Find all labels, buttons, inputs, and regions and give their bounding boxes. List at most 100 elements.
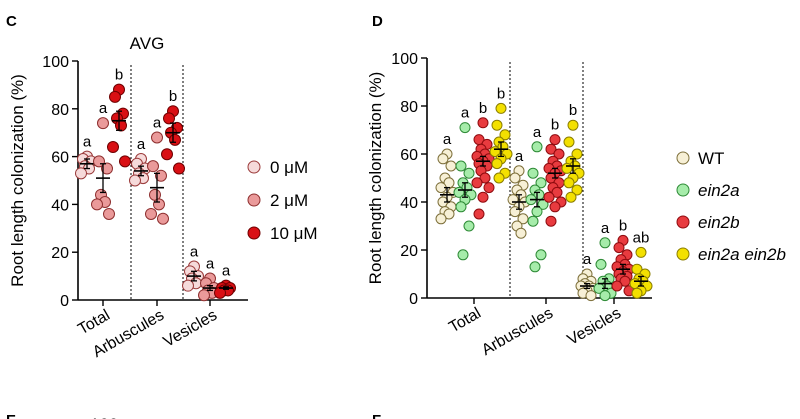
significance-letter: b bbox=[569, 102, 577, 119]
data-point bbox=[473, 208, 485, 220]
significance-letter: a bbox=[515, 148, 524, 165]
data-point bbox=[599, 290, 611, 302]
data-point bbox=[543, 191, 555, 203]
significance-letter: b bbox=[115, 67, 123, 84]
data-point bbox=[163, 112, 175, 125]
data-point bbox=[161, 148, 173, 161]
significance-letter: b bbox=[619, 217, 627, 234]
data-point bbox=[483, 182, 495, 194]
data-point bbox=[515, 227, 527, 239]
data-point bbox=[631, 287, 643, 299]
data-point bbox=[479, 172, 491, 184]
legend-marker-d bbox=[676, 151, 690, 165]
data-point bbox=[563, 177, 575, 189]
legend-marker-d bbox=[676, 215, 690, 229]
data-point bbox=[101, 162, 113, 175]
data-point bbox=[157, 212, 169, 225]
legend-marker-d bbox=[676, 247, 690, 261]
data-point bbox=[563, 136, 575, 148]
legend-marker-c bbox=[247, 193, 261, 207]
chart-panel-d: 0 20 40 60 80 100 Root length colonization (%)… bbox=[366, 51, 786, 359]
legend-marker-d bbox=[676, 183, 690, 197]
data-point bbox=[455, 160, 467, 172]
data-point bbox=[551, 186, 563, 198]
panel-label-e: E bbox=[6, 412, 16, 419]
y-tick-label: 60 bbox=[51, 150, 69, 167]
significance-letter: b bbox=[551, 117, 559, 134]
significance-letter: b bbox=[169, 88, 177, 105]
data-point bbox=[437, 153, 449, 165]
data-point bbox=[493, 172, 505, 184]
data-point bbox=[151, 131, 163, 144]
x-category-label: Arbuscules bbox=[479, 305, 556, 359]
data-point bbox=[527, 215, 539, 227]
data-point bbox=[153, 198, 165, 211]
data-point bbox=[129, 174, 141, 187]
data-point bbox=[531, 206, 543, 218]
y-tick-label: 40 bbox=[400, 195, 418, 212]
data-point bbox=[145, 207, 157, 220]
data-point bbox=[491, 119, 503, 131]
x-category-label: Total bbox=[75, 307, 113, 339]
data-point bbox=[595, 258, 607, 270]
data-point bbox=[455, 201, 467, 213]
significance-letter: b bbox=[479, 100, 487, 117]
data-point bbox=[107, 141, 119, 154]
data-point bbox=[463, 220, 475, 232]
legend-label-d: ein2b bbox=[698, 213, 740, 232]
data-point bbox=[173, 162, 185, 175]
data-point bbox=[527, 167, 539, 179]
data-point bbox=[477, 191, 489, 203]
data-point bbox=[545, 143, 557, 155]
data-point bbox=[182, 279, 194, 292]
data-point bbox=[169, 133, 181, 146]
data-point bbox=[91, 198, 103, 211]
chart-panel-c: 0 20 40 60 80 100 Root length colonization (%)… bbox=[8, 34, 318, 361]
chart-title: AVG bbox=[130, 34, 165, 53]
data-point bbox=[499, 129, 511, 141]
data-point bbox=[147, 160, 159, 173]
significance-letter: ab bbox=[633, 229, 650, 246]
data-point bbox=[491, 158, 503, 170]
significance-letter: a bbox=[222, 263, 231, 280]
data-point bbox=[75, 167, 87, 180]
x-category-label: Vesicles bbox=[161, 307, 220, 351]
significance-letter: a bbox=[153, 114, 162, 131]
y-tick-label: 0 bbox=[409, 291, 418, 308]
x-category-label: Vesicles bbox=[565, 305, 624, 349]
data-point bbox=[553, 148, 565, 160]
data-point bbox=[463, 167, 475, 179]
data-point bbox=[619, 275, 631, 287]
significance-letter: a bbox=[99, 100, 108, 117]
data-point bbox=[635, 246, 647, 258]
legend-label-d: WT bbox=[698, 149, 724, 168]
data-point bbox=[435, 213, 447, 225]
data-point bbox=[495, 102, 507, 114]
data-point bbox=[531, 141, 543, 153]
significance-letter: a bbox=[443, 131, 452, 148]
y-tick-label: 80 bbox=[400, 99, 418, 116]
legend-label-d: ein2a bbox=[698, 181, 740, 200]
data-point bbox=[571, 148, 583, 160]
data-point bbox=[535, 249, 547, 261]
data-point bbox=[443, 208, 455, 220]
data-point bbox=[477, 117, 489, 129]
legend-label-d: ein2a ein2b bbox=[698, 245, 786, 264]
data-point bbox=[109, 90, 121, 103]
data-point bbox=[457, 249, 469, 261]
legend-marker-c bbox=[247, 160, 261, 174]
legend-marker-c bbox=[247, 226, 261, 240]
y-tick-label: 20 bbox=[400, 243, 418, 260]
y-tick-label: 20 bbox=[51, 245, 69, 262]
y-tick-label: 40 bbox=[51, 197, 69, 214]
data-point bbox=[445, 160, 457, 172]
panel-label-f: F bbox=[372, 412, 381, 419]
y-tick-label: 80 bbox=[51, 102, 69, 119]
y-axis-label: Root length colonization (%) bbox=[366, 72, 385, 285]
significance-letter: a bbox=[83, 134, 92, 151]
data-point bbox=[613, 242, 625, 254]
legend-label-c: 2 μM bbox=[270, 191, 308, 210]
significance-letter: a bbox=[206, 255, 215, 272]
legend-label-c: 0 μM bbox=[270, 158, 308, 177]
